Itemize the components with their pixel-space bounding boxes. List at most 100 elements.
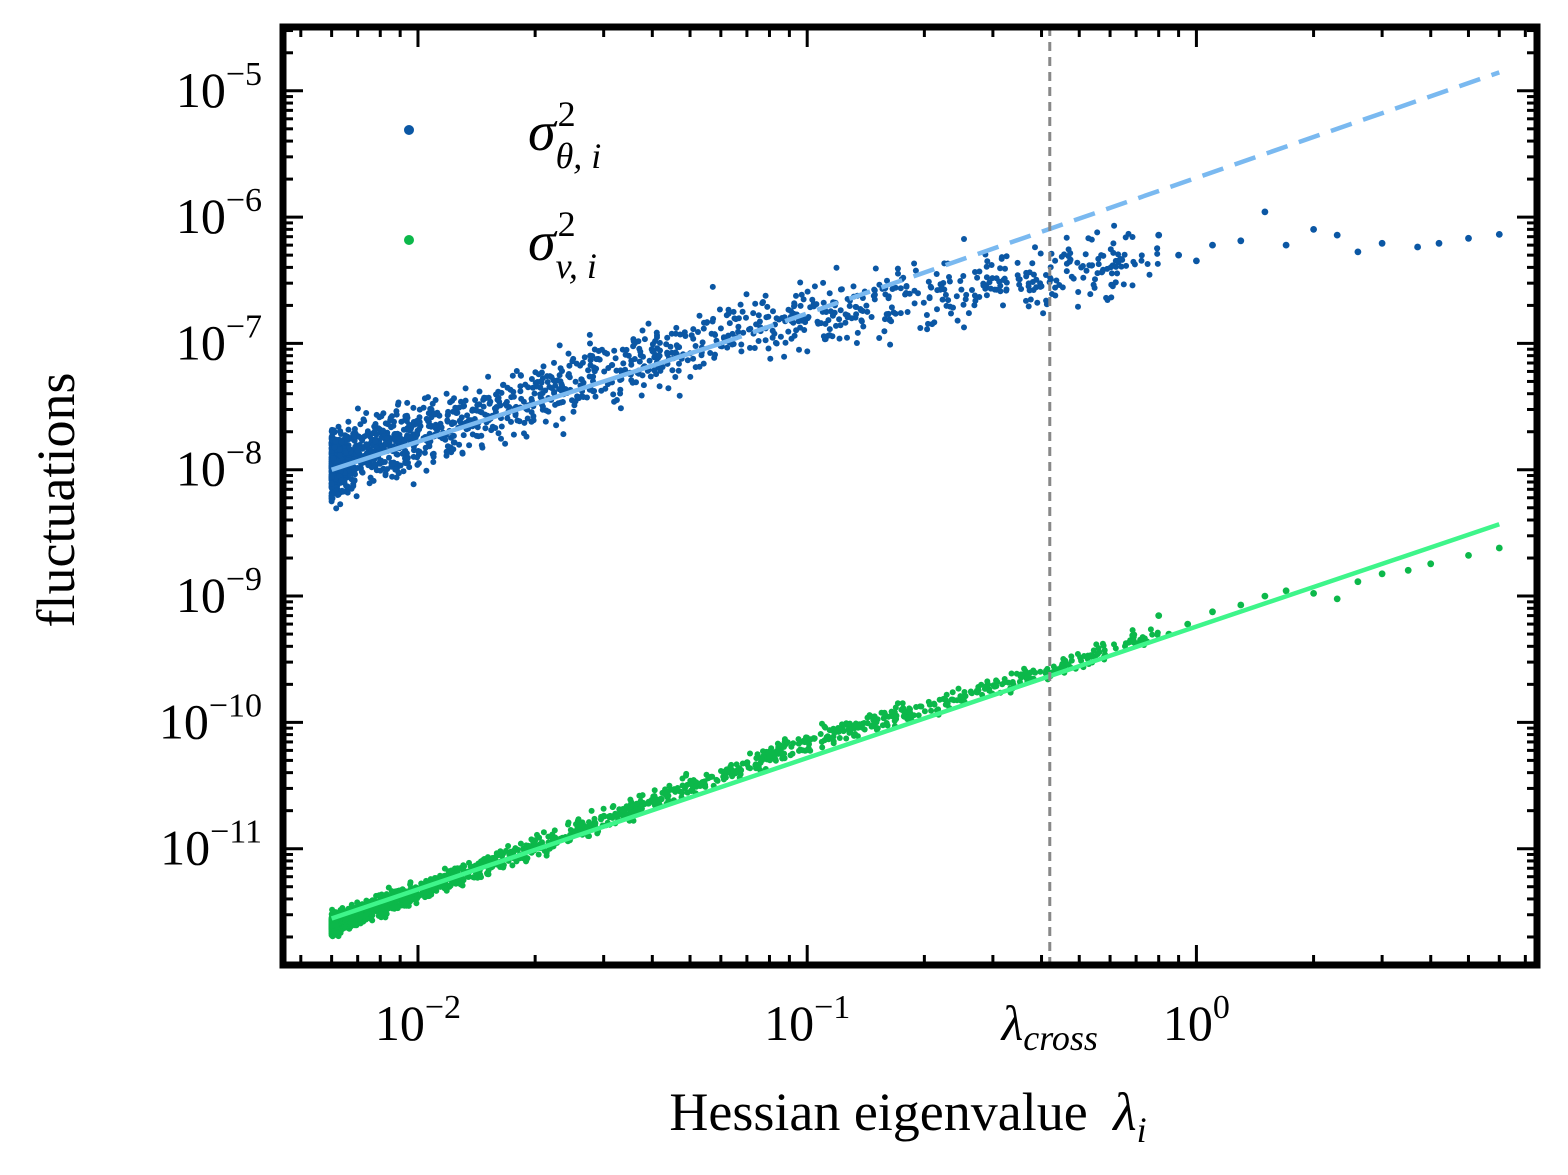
data-point — [796, 346, 802, 353]
data-point — [683, 770, 690, 777]
data-point — [466, 442, 473, 449]
data-point — [637, 805, 644, 812]
data-point — [474, 402, 481, 409]
data-point — [454, 409, 461, 416]
data-point — [876, 281, 883, 288]
data-point — [1093, 641, 1100, 648]
x-tick-label-exp: −2 — [425, 989, 461, 1026]
legend-label: σ2 v, i — [528, 204, 597, 286]
data-point — [1032, 669, 1039, 676]
data-point — [628, 801, 635, 808]
data-point — [1118, 263, 1125, 270]
data-point — [443, 452, 450, 459]
data-point — [588, 807, 595, 814]
data-point — [672, 374, 679, 380]
data-point — [1147, 626, 1154, 633]
data-point — [1002, 265, 1008, 272]
data-point — [928, 707, 935, 714]
data-point — [1122, 234, 1129, 241]
data-point — [884, 277, 890, 284]
data-point — [1070, 275, 1077, 282]
data-point — [495, 430, 502, 437]
data-point — [400, 468, 407, 475]
data-point — [469, 431, 476, 438]
data-point — [696, 312, 703, 319]
data-point — [1067, 250, 1074, 257]
data-point — [1003, 287, 1010, 294]
data-point — [1043, 272, 1049, 278]
data-point — [572, 378, 579, 385]
data-point — [687, 373, 694, 380]
data-point — [688, 332, 695, 339]
data-point — [470, 874, 477, 881]
data-point — [836, 316, 843, 323]
y-tick-label: 10−7 — [176, 308, 262, 370]
data-point — [479, 444, 486, 451]
data-point — [339, 487, 346, 494]
data-point — [882, 316, 888, 323]
data-point — [904, 309, 911, 315]
data-point — [1085, 235, 1092, 242]
data-point — [537, 378, 544, 385]
data-point — [366, 480, 373, 487]
data-point — [337, 501, 344, 508]
data-point — [425, 418, 432, 425]
data-point — [1354, 578, 1362, 586]
data-point — [1092, 276, 1098, 283]
data-point — [892, 284, 899, 291]
data-point — [874, 716, 881, 723]
data-point — [623, 346, 630, 353]
data-point — [404, 399, 411, 406]
data-point — [1025, 280, 1032, 287]
data-point — [1077, 654, 1084, 661]
data-point — [587, 362, 594, 369]
data-point — [450, 432, 457, 439]
data-point — [354, 405, 361, 412]
y-tick-label-exp: −6 — [226, 182, 262, 219]
data-point — [1123, 262, 1130, 269]
data-point — [709, 318, 716, 325]
data-point — [406, 433, 413, 440]
data-point — [513, 858, 520, 865]
data-point — [416, 426, 423, 433]
data-point — [638, 793, 644, 800]
data-point — [768, 749, 775, 756]
data-point — [1261, 208, 1269, 216]
data-point — [486, 400, 493, 407]
data-point — [445, 408, 452, 415]
data-point — [392, 431, 399, 437]
data-point — [1088, 262, 1095, 269]
data-point — [963, 291, 970, 298]
data-point — [954, 317, 961, 324]
data-point — [516, 418, 523, 425]
data-point — [1404, 566, 1412, 574]
data-point — [993, 677, 1000, 684]
data-point — [822, 724, 829, 731]
legend-label: σ2 θ, i — [528, 94, 601, 176]
data-point — [767, 355, 774, 362]
data-point — [684, 357, 691, 364]
data-point — [373, 905, 380, 912]
data-point — [969, 287, 975, 293]
data-point — [736, 765, 743, 772]
x-tick-label-base: 10 — [764, 995, 814, 1051]
data-point — [903, 283, 910, 289]
data-point — [946, 274, 952, 280]
data-point — [735, 315, 742, 322]
data-point — [931, 700, 938, 707]
x-tick-label: 10−1 — [764, 989, 850, 1051]
data-point — [1282, 241, 1290, 249]
data-point — [684, 789, 691, 796]
data-point — [498, 423, 505, 430]
legend-marker — [404, 125, 414, 135]
data-point — [447, 882, 454, 889]
data-point — [552, 378, 559, 385]
data-point — [348, 476, 355, 483]
data-point — [608, 362, 615, 369]
data-point — [638, 392, 645, 399]
fit-line-3 — [330, 522, 1501, 921]
data-point — [847, 726, 854, 732]
data-point — [584, 394, 590, 401]
data-point — [476, 388, 483, 395]
data-point — [656, 339, 663, 346]
